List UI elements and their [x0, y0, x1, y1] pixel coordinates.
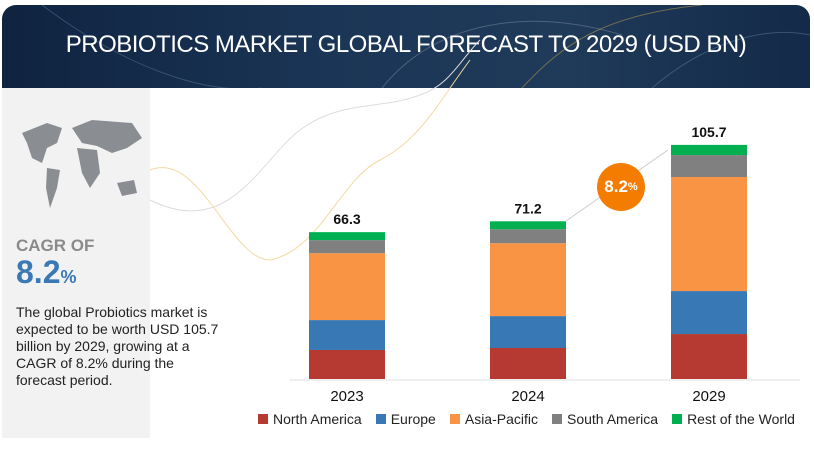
bar-segment-2029-south-america	[671, 155, 747, 177]
cagr-badge: 8.2%	[597, 163, 645, 211]
legend: North America Europe Asia-Pacific South Ame…	[258, 411, 795, 427]
decorative-lines	[41, 5, 810, 88]
world-map-icon	[22, 120, 142, 208]
legend-swatch	[258, 414, 268, 424]
legend-label: Rest of the World	[687, 411, 795, 427]
cagr-value: 8.2%	[16, 254, 77, 291]
x-tick-label: 2024	[511, 388, 544, 405]
badge-unit: %	[627, 181, 638, 193]
cagr-number: 8.2	[16, 254, 61, 290]
bar-segment-2024-europe	[490, 316, 566, 348]
total-label: 66.3	[333, 211, 360, 227]
legend-swatch	[552, 414, 562, 424]
bar-segment-2023-rest-of-the-world	[309, 232, 385, 241]
legend-item: Asia-Pacific	[449, 411, 538, 427]
cagr-unit: %	[60, 267, 77, 287]
legend-label: South America	[567, 411, 659, 427]
bar-segment-2029-rest-of-the-world	[671, 144, 747, 156]
sidebar-panel	[2, 88, 150, 438]
bar-segment-2023-europe	[309, 320, 385, 350]
bar-segment-2024-asia-pacific	[490, 243, 566, 317]
x-tick-label: 2023	[330, 388, 363, 405]
total-label: 71.2	[514, 200, 541, 216]
legend-swatch	[672, 414, 683, 424]
x-tick-label: 2029	[692, 388, 725, 405]
bar-segment-2023-asia-pacific	[309, 253, 385, 321]
legend-item: Rest of the World	[672, 411, 795, 427]
header-banner: PROBIOTICS MARKET GLOBAL FORECAST TO 202…	[2, 5, 810, 88]
legend-swatch	[449, 414, 460, 424]
legend-swatch	[375, 414, 386, 424]
total-label: 105.7	[691, 124, 726, 140]
legend-item: South America	[552, 411, 658, 427]
bar-segment-2024-north-america	[490, 347, 566, 379]
legend-item: North America	[258, 411, 362, 427]
legend-label: Europe	[390, 411, 436, 427]
bar-segment-2029-europe	[671, 291, 747, 335]
bar-segment-2029-asia-pacific	[671, 176, 747, 292]
cagr-label: CAGR OF	[16, 236, 95, 255]
bar-segment-2029-north-america	[671, 334, 747, 379]
bar-segment-2024-rest-of-the-world	[490, 221, 566, 230]
chart-title: PROBIOTICS MARKET GLOBAL FORECAST TO 202…	[65, 31, 747, 58]
bar-segment-2023-south-america	[309, 240, 385, 254]
legend-label: North America	[273, 411, 362, 427]
badge-value: 8.2	[604, 177, 628, 196]
bar-segment-2023-north-america	[309, 349, 385, 379]
legend-item: Europe	[375, 411, 436, 427]
legend-label: Asia-Pacific	[464, 411, 538, 427]
market-description: The global Probiotics market is expected…	[16, 304, 219, 388]
bar-segment-2024-south-america	[490, 229, 566, 244]
